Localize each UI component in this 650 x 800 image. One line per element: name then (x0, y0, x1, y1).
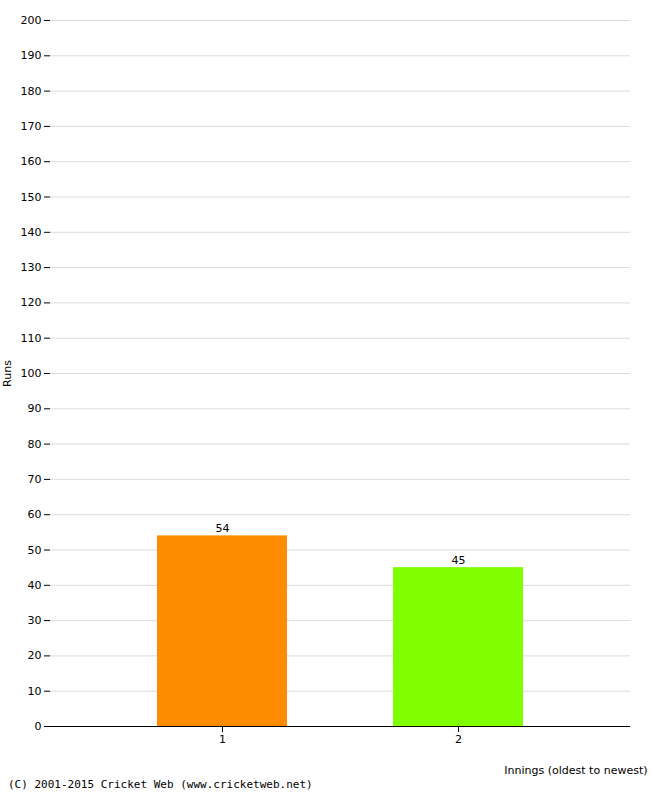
svg-text:110: 110 (21, 332, 42, 345)
svg-text:20: 20 (28, 649, 42, 662)
svg-text:Runs: Runs (1, 360, 14, 387)
svg-text:45: 45 (452, 554, 466, 567)
svg-text:1: 1 (219, 733, 226, 746)
svg-text:200: 200 (21, 14, 42, 27)
svg-text:120: 120 (21, 296, 42, 309)
svg-text:30: 30 (28, 614, 42, 627)
svg-text:80: 80 (28, 438, 42, 451)
svg-text:150: 150 (21, 191, 42, 204)
svg-text:130: 130 (21, 261, 42, 274)
svg-text:100: 100 (21, 367, 42, 380)
svg-text:160: 160 (21, 155, 42, 168)
svg-text:10: 10 (28, 685, 42, 698)
html-text:(C) 2001-2015 Cricket Web (www: (C) 2001-2015 Cricket Web (www.cricketwe… (8, 778, 313, 791)
svg-text:50: 50 (28, 544, 42, 557)
svg-text:0: 0 (35, 720, 42, 733)
svg-text:70: 70 (28, 473, 42, 486)
svg-text:Innings (oldest to newest): Innings (oldest to newest) (504, 764, 647, 777)
svg-text:170: 170 (21, 120, 42, 133)
svg-text:140: 140 (21, 226, 42, 239)
svg-text:2: 2 (455, 733, 462, 746)
svg-text:90: 90 (28, 402, 42, 415)
svg-text:60: 60 (28, 508, 42, 521)
svg-text:40: 40 (28, 579, 42, 592)
svg-text:54: 54 (216, 522, 230, 535)
svg-text:180: 180 (21, 85, 42, 98)
svg-text:190: 190 (21, 49, 42, 62)
